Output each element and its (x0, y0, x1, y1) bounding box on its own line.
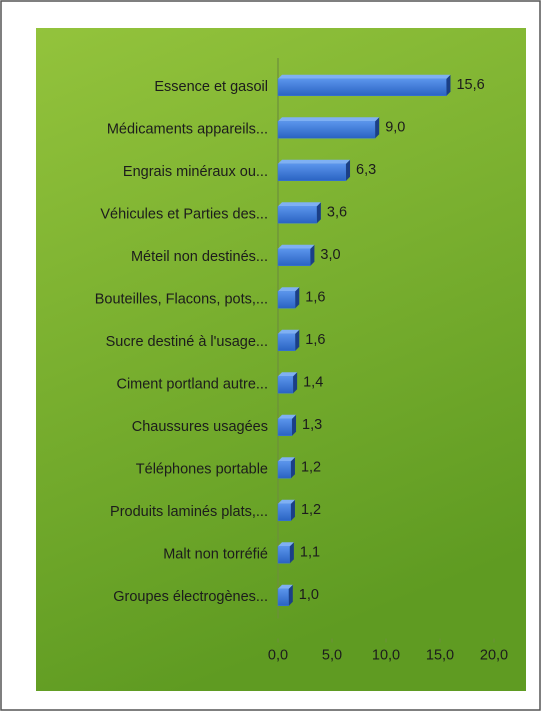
y-tick-label: Sucre destiné à l'usage... (106, 334, 268, 350)
bar-side (289, 542, 294, 564)
bar-top (278, 329, 300, 334)
bar (277, 376, 294, 394)
value-label: 9,0 (385, 120, 405, 136)
bar (277, 248, 311, 266)
y-tick-label: Engrais minéraux ou... (123, 164, 268, 180)
bar-top (278, 74, 451, 79)
value-label: 3,0 (320, 247, 340, 263)
y-tick-label: Bouteilles, Flacons, pots,... (95, 292, 268, 308)
y-tick-label: Groupes électrogènes... (113, 589, 268, 605)
y-tick-label: Méteil non destinés... (131, 249, 268, 265)
bar-top (278, 244, 315, 249)
bar-side (310, 244, 315, 266)
bar (277, 546, 291, 564)
bar (277, 333, 296, 351)
bar-side (316, 202, 321, 224)
y-tick-label: Malt non torréfié (163, 547, 268, 563)
y-tick-label: Produits laminés plats,... (110, 504, 268, 520)
bar (277, 503, 292, 521)
value-label: 1,3 (302, 417, 322, 433)
value-label: 3,6 (327, 205, 347, 221)
bar-top (278, 457, 295, 462)
value-label: 1,2 (301, 502, 321, 518)
bar-top (278, 159, 351, 164)
value-label: 6,3 (356, 162, 376, 178)
value-label: 1,4 (303, 375, 323, 391)
bar-side (292, 414, 297, 436)
bar-top (278, 542, 294, 547)
y-tick-label: Ciment portland autre... (116, 377, 268, 393)
value-label: 1,1 (300, 545, 320, 561)
bar (277, 121, 376, 139)
x-tick-label: 15,0 (426, 647, 454, 663)
y-tick-label: Médicaments appareils... (107, 122, 268, 138)
y-tick-label: Essence et gasoil (154, 79, 268, 95)
bar-top (278, 414, 297, 419)
y-tick-label: Véhicules et Parties des... (100, 207, 268, 223)
bar-side (375, 117, 380, 139)
bar-top (278, 499, 295, 504)
bar (277, 163, 347, 181)
bar-top (278, 372, 298, 377)
bar-side (288, 584, 293, 606)
bar-side (290, 457, 295, 479)
value-label: 1,0 (299, 587, 319, 603)
x-tick-label: 10,0 (372, 647, 400, 663)
bar (277, 206, 318, 224)
y-tick-label: Téléphones portable (136, 462, 268, 478)
bar-side (290, 499, 295, 521)
value-label: 1,6 (305, 332, 325, 348)
bar-side (446, 74, 451, 96)
bar-top (278, 287, 300, 292)
value-label: 1,6 (305, 290, 325, 306)
value-label: 1,2 (301, 460, 321, 476)
x-tick-label: 0,0 (268, 647, 288, 663)
bar-top (278, 117, 380, 122)
bar (277, 461, 292, 479)
bar-side (346, 159, 351, 181)
bar-side (293, 372, 298, 394)
x-tick-label: 20,0 (480, 647, 508, 663)
bar (277, 78, 447, 96)
x-tick-label: 5,0 (322, 647, 342, 663)
value-label: 15,6 (456, 77, 484, 93)
y-tick-label: Chaussures usagées (132, 419, 268, 435)
bar-top (278, 202, 321, 207)
bar-side (295, 329, 300, 351)
bar (277, 291, 296, 309)
bar (277, 588, 290, 606)
bar-top (278, 584, 293, 589)
bar (277, 418, 293, 436)
bar-side (295, 287, 300, 309)
